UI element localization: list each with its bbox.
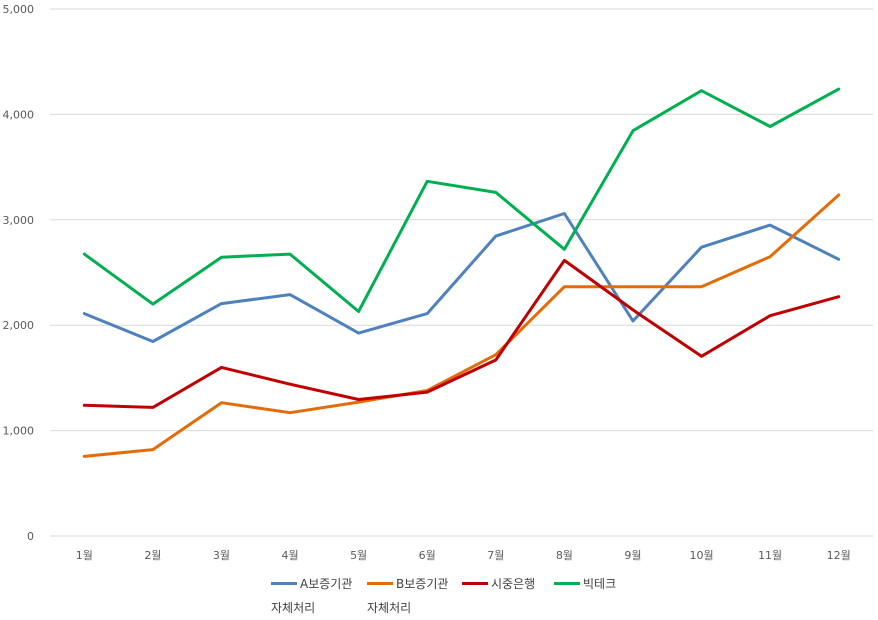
x-tick-label: 7월 <box>487 549 504 562</box>
legend: A보증기관 자체처리 B보증기관 자체처리 시중은행 빅테크 <box>0 572 878 615</box>
x-tick-label: 5월 <box>350 549 367 562</box>
x-tick-label: 2월 <box>144 549 161 562</box>
x-tick-label: 3월 <box>213 549 230 562</box>
y-axis-labels: 0 1,000 2,000 3,000 4,000 5,000 <box>3 3 35 543</box>
x-tick-label: 4월 <box>281 549 298 562</box>
x-tick-label: 9월 <box>624 549 641 562</box>
y-tick-label: 2,000 <box>3 319 35 332</box>
legend-swatch-b <box>367 582 393 585</box>
x-tick-label: 11월 <box>758 549 782 562</box>
x-tick-label: 10월 <box>689 549 713 562</box>
y-tick-label: 1,000 <box>3 425 35 438</box>
legend-swatch-d <box>554 582 580 585</box>
legend-item-c: 시중은행 <box>462 572 535 596</box>
legend-label-c: 시중은행 <box>491 577 536 591</box>
legend-item-d: 빅테크 <box>554 572 616 596</box>
x-tick-label: 6월 <box>419 549 436 562</box>
legend-item-b: B보증기관 자체처리 <box>367 572 448 620</box>
x-tick-label: 8월 <box>556 549 573 562</box>
x-tick-label: 1월 <box>76 549 93 562</box>
gridlines <box>50 8 873 537</box>
legend-label-b: B보증기관 자체처리 <box>367 577 449 615</box>
legend-label-a: A보증기관 자체처리 <box>271 577 353 615</box>
x-axis-labels: 1월 2월 3월 4월 5월 6월 7월 8월 9월 10월 11월 12월 <box>76 549 851 562</box>
x-tick-label: 12월 <box>827 549 851 562</box>
series-line-3 <box>82 87 841 313</box>
series-line-2 <box>82 258 841 409</box>
y-tick-label: 5,000 <box>3 3 35 16</box>
y-tick-label: 0 <box>27 530 34 543</box>
legend-item-a: A보증기관 자체처리 <box>271 572 352 620</box>
series-line-0 <box>82 212 841 343</box>
legend-label-d: 빅테크 <box>583 577 617 591</box>
series-line-1 <box>82 193 841 458</box>
legend-swatch-c <box>462 582 488 585</box>
series-lines <box>82 87 841 458</box>
y-tick-label: 4,000 <box>3 108 35 121</box>
legend-swatch-a <box>271 582 297 585</box>
line-chart: 0 1,000 2,000 3,000 4,000 5,000 1월 2월 3월 4월 5월 6월 7… <box>3 3 873 562</box>
y-tick-label: 3,000 <box>3 214 35 227</box>
